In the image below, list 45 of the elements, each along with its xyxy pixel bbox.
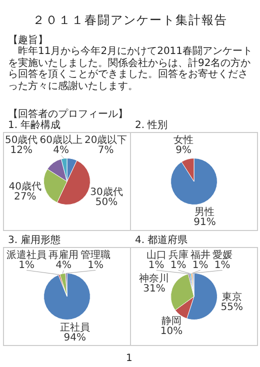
slice-label: 山口 xyxy=(146,248,166,261)
chart-title: 4. 都道府県 xyxy=(134,235,189,247)
slice-label: 20歳以下 xyxy=(84,134,128,146)
chart-title: 1. 年齢構成 xyxy=(7,120,62,132)
text: 1 xyxy=(126,353,132,364)
data-label: 4% xyxy=(56,260,72,271)
data-label: 31% xyxy=(143,283,166,294)
data-label: 1% xyxy=(18,260,35,271)
slice-label: 静岡 xyxy=(161,315,182,328)
slice-label: 管理職 xyxy=(80,248,111,261)
data-label: 1% xyxy=(214,260,230,271)
slice-label: 兵庫 xyxy=(168,248,188,261)
data-label: 9% xyxy=(176,144,192,156)
data-label: 7% xyxy=(98,144,114,156)
slice-label: 女性 xyxy=(174,134,194,146)
slice-label: 男性 xyxy=(194,206,215,218)
data-label: 1% xyxy=(148,260,164,271)
slice-label: 60歳以上 xyxy=(40,134,82,146)
slice-label: 派遣社員 xyxy=(6,248,47,261)
data-label: 1% xyxy=(170,260,186,271)
data-label: 4% xyxy=(53,144,70,156)
slice-label: 40歳代 xyxy=(8,180,42,192)
slice-label: 福井 xyxy=(190,248,210,261)
slice-label: 愛媛 xyxy=(212,248,232,261)
slice-label: 30歳代 xyxy=(90,186,123,198)
text: 【回答者のプロフィール】 xyxy=(8,108,128,120)
text: 【趣旨】 xyxy=(8,34,48,46)
text: ２０１１春闘アンケート集計報告 xyxy=(32,12,228,29)
data-label: 1% xyxy=(88,260,104,271)
data-label: 27% xyxy=(14,191,36,202)
slice-label: 正社員 xyxy=(60,322,90,334)
chart-title: 2. 性別 xyxy=(134,120,169,132)
data-label: 10% xyxy=(160,326,183,338)
data-label: 94% xyxy=(64,332,86,344)
data-label: 1% xyxy=(192,260,208,271)
slice-label: 神奈川 xyxy=(139,272,170,284)
data-label: 91% xyxy=(194,216,216,228)
chart-title: 3. 雇用形態 xyxy=(7,235,62,247)
slice-label: 50歳代 xyxy=(4,134,38,146)
data-label: 12% xyxy=(10,144,32,156)
data-label: 50% xyxy=(95,196,118,208)
data-label: 55% xyxy=(220,302,244,313)
slice-label: 東京 xyxy=(222,290,242,303)
slice-label: 再雇用 xyxy=(48,248,79,261)
text: 昨年11月から今年2月にかけて2011春闘アンケートを実施いたしました。関係会社からは、計92名の方から回答を頂くことができました。回答をお寄せくださった方々に感謝いたします。 xyxy=(8,46,254,92)
